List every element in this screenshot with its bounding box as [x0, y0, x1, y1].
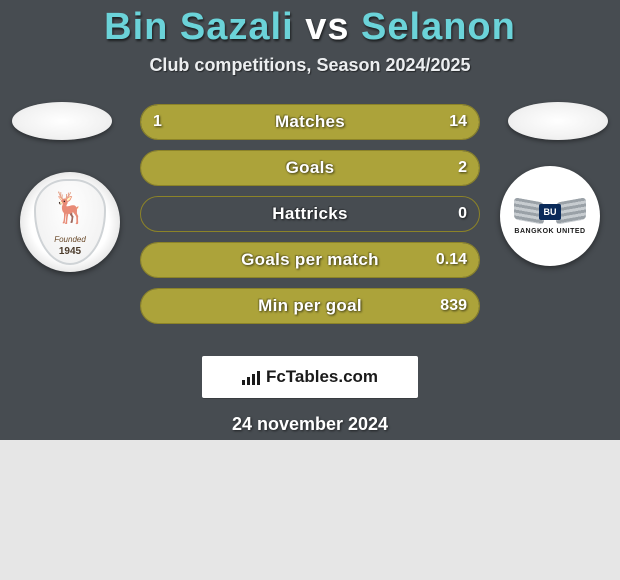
background-bottom	[0, 440, 620, 580]
title-player-a: Bin Sazali	[104, 6, 294, 48]
stat-label: Goals per match	[141, 243, 479, 277]
stat-row: Hattricks0	[140, 196, 480, 232]
stat-label: Hattricks	[141, 197, 479, 231]
branding-badge: FcTables.com	[202, 356, 418, 398]
player-a-avatar	[12, 102, 112, 140]
wings-icon: BU	[514, 198, 586, 226]
title-player-b: Selanon	[361, 6, 516, 48]
stat-row: Goals2	[140, 150, 480, 186]
stat-value-right: 0	[458, 197, 467, 231]
club-a-founded-year: 1945	[59, 246, 81, 257]
stat-value-right: 0.14	[436, 243, 467, 277]
page-title: Bin Sazali vs Selanon	[0, 0, 620, 49]
stat-value-right: 2	[458, 151, 467, 185]
stat-label: Matches	[141, 105, 479, 139]
stat-row: Matches1 14	[140, 104, 480, 140]
club-b-initials: BU	[539, 204, 561, 220]
content: Bin Sazali vs Selanon Club competitions,…	[0, 0, 620, 435]
stat-row: Min per goal839	[140, 288, 480, 324]
bars-icon	[242, 369, 260, 385]
club-b-badge: BU BANGKOK UNITED	[500, 166, 600, 266]
player-b-avatar	[508, 102, 608, 140]
stat-value-left: 1	[153, 105, 162, 139]
stat-row: Goals per match0.14	[140, 242, 480, 278]
club-a-crest: 🦌 Founded 1945	[34, 179, 106, 265]
stat-bars: Matches1 14 Goals2 Hattricks0 Goals per matc…	[140, 104, 480, 324]
snapshot-date: 24 november 2024	[0, 414, 620, 435]
club-a-founded-label: Founded	[54, 235, 86, 244]
branding-text: FcTables.com	[266, 367, 378, 387]
stat-value-right: 839	[440, 289, 467, 323]
club-a-badge: 🦌 Founded 1945	[20, 172, 120, 272]
stat-label: Goals	[141, 151, 479, 185]
stat-value-right: 14	[449, 105, 467, 139]
deer-icon: 🦌	[51, 191, 88, 226]
comparison-stage: 🦌 Founded 1945 BU BANGKOK UNITED Matches…	[0, 104, 620, 334]
title-vs: vs	[305, 6, 349, 48]
subtitle: Club competitions, Season 2024/2025	[0, 55, 620, 76]
club-b-name: BANGKOK UNITED	[514, 228, 585, 235]
stat-label: Min per goal	[141, 289, 479, 323]
club-b-crest: BU BANGKOK UNITED	[508, 174, 592, 258]
